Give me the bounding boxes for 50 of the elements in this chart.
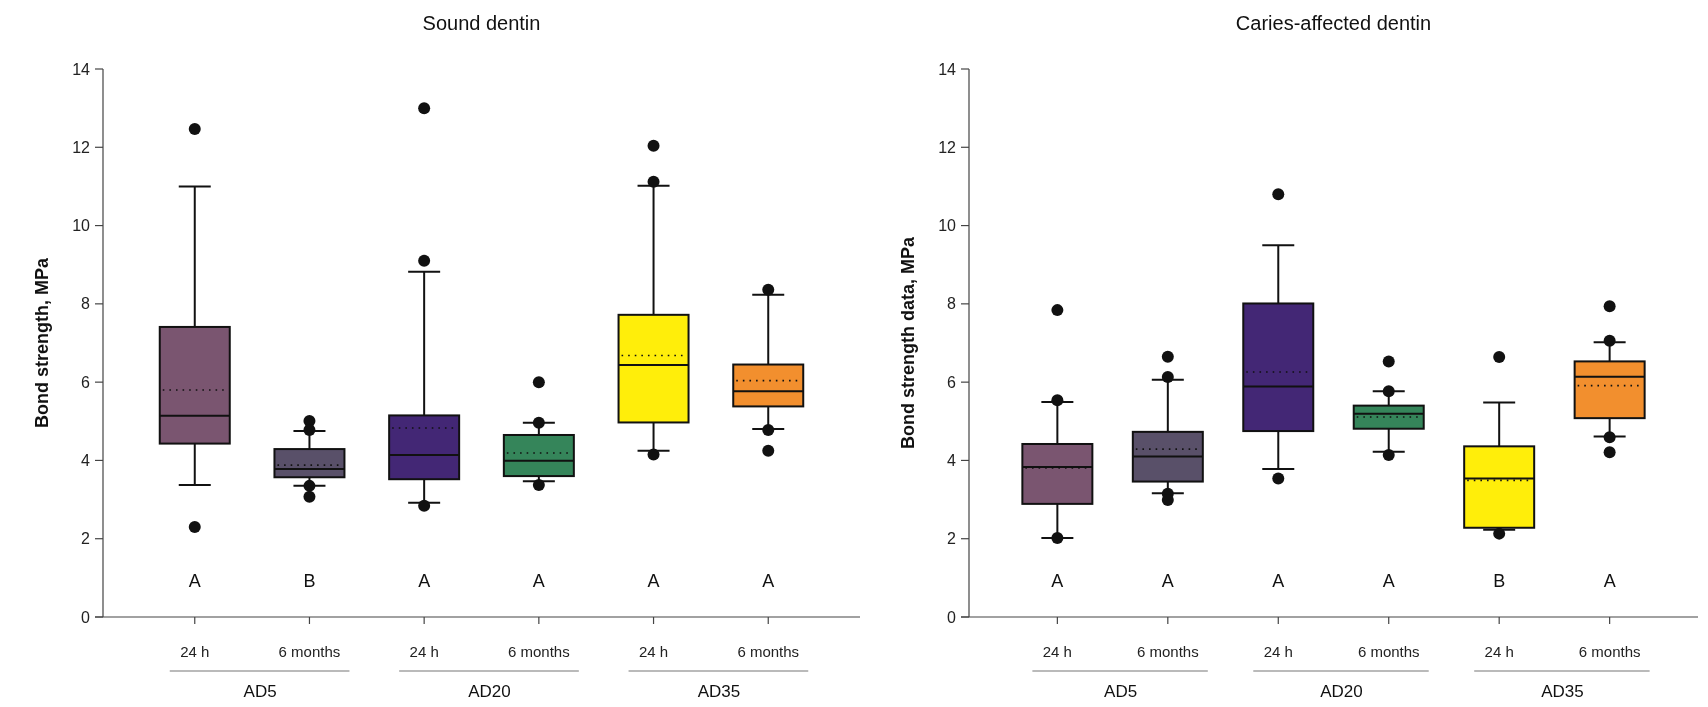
y-tick-label: 6: [947, 373, 957, 391]
y-tick-label: 10: [938, 217, 957, 235]
x-tick-label: 24 h: [180, 643, 210, 660]
x-tick-label: 6 months: [1578, 643, 1641, 660]
y-tick-label: 14: [938, 60, 957, 78]
text: AD20: [1320, 682, 1363, 701]
y-axis-title: Bond strength, MPa: [32, 257, 52, 428]
annotation: A: [188, 571, 201, 592]
text: AD20: [468, 682, 511, 701]
x-tick-label: 24 h: [1484, 643, 1514, 660]
x-tick-label: 24 h: [1042, 643, 1072, 660]
annotation: A: [418, 571, 431, 592]
text: AD5: [243, 682, 277, 701]
text: AD35: [697, 682, 741, 701]
annotation: A: [1161, 571, 1174, 592]
y-tick-label: 8: [947, 295, 957, 313]
annotation: A: [647, 571, 660, 592]
y-tick-label: 4: [81, 452, 91, 470]
annotation: A: [532, 571, 545, 592]
annotation: A: [762, 571, 775, 592]
x-tick-label: 24 h: [409, 643, 439, 660]
x-tick-label: 24 h: [638, 643, 669, 660]
y-tick-label: 8: [81, 295, 91, 313]
x-tick-label: 6 months: [278, 643, 341, 660]
y-axis-title: Bond strength data, MPa: [898, 236, 918, 450]
x-tick-label: 6 months: [1136, 643, 1199, 660]
annotation: B: [303, 571, 316, 592]
y-tick-label: 2: [81, 530, 91, 548]
y-tick-label: 0: [81, 608, 91, 626]
chart-title: Caries-affected dentin: [1235, 12, 1432, 34]
annotation: A: [1382, 571, 1395, 592]
text: AD5: [1104, 682, 1138, 701]
x-tick-label: 24 h: [1263, 643, 1293, 660]
chart-title: Sound dentin: [422, 12, 541, 34]
y-tick-label: 2: [947, 530, 957, 548]
y-tick-label: 6: [81, 373, 91, 391]
annotation: A: [1603, 571, 1616, 592]
annotation: A: [1051, 571, 1064, 592]
annotation: A: [1272, 571, 1285, 592]
y-tick-label: 12: [938, 138, 957, 156]
y-tick-label: 4: [947, 452, 957, 470]
x-tick-label: 6 months: [1357, 643, 1420, 660]
text: AD35: [1541, 682, 1584, 701]
y-tick-label: 14: [72, 60, 91, 78]
x-tick-label: 6 months: [737, 643, 800, 660]
x-tick-label: 6 months: [508, 643, 570, 660]
y-tick-label: 12: [72, 138, 91, 156]
annotation: B: [1493, 571, 1506, 592]
y-tick-label: 10: [72, 217, 91, 235]
y-tick-label: 0: [947, 608, 957, 626]
